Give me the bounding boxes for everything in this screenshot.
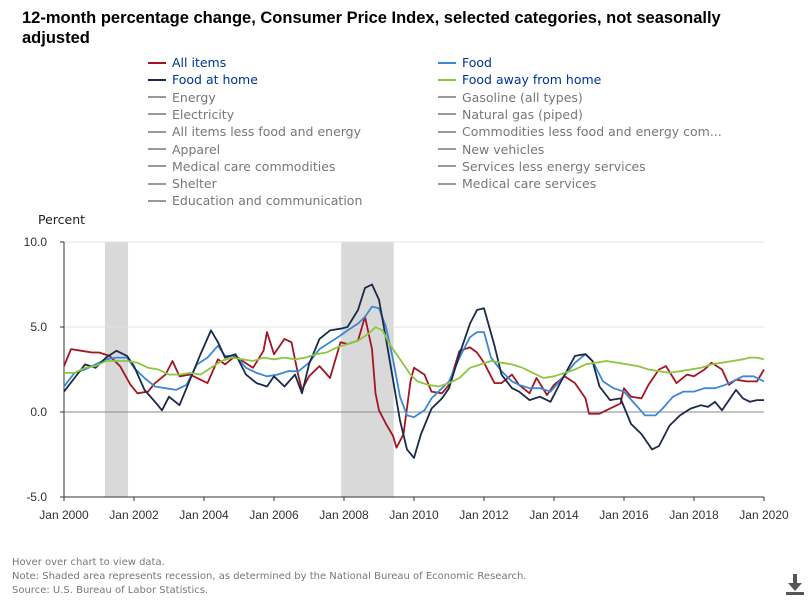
legend-item[interactable]: New vehicles: [438, 141, 544, 158]
legend-label: All items less food and energy: [172, 124, 362, 140]
y-tick-label: -5.0: [26, 490, 47, 504]
legend-item[interactable]: Gasoline (all types): [438, 89, 583, 106]
legend-swatch: [148, 78, 166, 81]
recession-band: [341, 242, 394, 497]
legend-label: Apparel: [172, 141, 221, 157]
legend-label: New vehicles: [462, 141, 545, 157]
x-tick-label: Jan 2012: [459, 508, 509, 522]
legend-label: Commodities less food and energy com...: [462, 124, 722, 140]
legend-item[interactable]: Food: [438, 54, 492, 71]
legend-swatch: [148, 96, 166, 99]
x-tick-label: Jan 2016: [599, 508, 649, 522]
recession-note: Note: Shaded area represents recession, …: [12, 571, 527, 582]
legend-item[interactable]: Medical care services: [438, 175, 596, 192]
legend-item[interactable]: Medical care commodities: [148, 158, 335, 175]
legend-label: Food away from home: [462, 72, 602, 88]
tick-labels: 10.0 5.0 0.0 -5.0 Jan 2000 Jan 2002 Jan 2004 Ja…: [24, 235, 789, 522]
x-tick-label: Jan 2014: [529, 508, 579, 522]
legend-item[interactable]: Food away from home: [438, 71, 601, 88]
series-line-food-away-from-home[interactable]: [64, 326, 765, 388]
legend-swatch: [148, 165, 166, 168]
legend-label: Medical care commodities: [172, 158, 336, 174]
legend-label: Shelter: [172, 176, 217, 192]
download-icon[interactable]: [783, 572, 807, 596]
legend-swatch: [148, 199, 166, 202]
y-axis-label: Percent: [38, 212, 86, 227]
legend-label: Electricity: [172, 106, 235, 122]
legend-swatch: [438, 182, 456, 185]
x-tick-label: Jan 2018: [669, 508, 719, 522]
hover-hint: Hover over chart to view data.: [12, 557, 165, 568]
chart-title: 12-month percentage change, Consumer Pri…: [22, 9, 721, 47]
legend-item[interactable]: All items less food and energy: [148, 123, 361, 140]
legend-item[interactable]: Apparel: [148, 141, 220, 158]
x-tick-label: Jan 2004: [179, 508, 229, 522]
legend-swatch: [148, 182, 166, 185]
legend-label: Education and communication: [172, 193, 363, 209]
gridlines: [64, 241, 764, 413]
legend-item[interactable]: Electricity: [148, 106, 234, 123]
x-tick-label: Jan 2010: [389, 508, 439, 522]
legend-swatch: [438, 78, 456, 81]
legend-label: Natural gas (piped): [462, 106, 583, 122]
series-lines: [63, 283, 765, 459]
legend-item[interactable]: Commodities less food and energy com...: [438, 123, 722, 140]
legend-swatch: [438, 165, 456, 168]
legend-swatch: [438, 148, 456, 150]
x-tick-label: Jan 2008: [319, 508, 369, 522]
legend-item[interactable]: All items: [148, 54, 226, 71]
legend-label: Food at home: [172, 72, 258, 88]
legend-swatch: [438, 61, 456, 64]
x-tick-label: Jan 2020: [739, 508, 789, 522]
recession-band: [104, 242, 129, 497]
legend-label: Food: [462, 55, 492, 70]
legend-item[interactable]: Services less energy services: [438, 158, 646, 175]
legend-label: All items: [172, 55, 227, 70]
x-tick-label: Jan 2006: [249, 508, 299, 522]
legend-label: Energy: [172, 89, 216, 105]
legend-label: Services less energy services: [462, 158, 646, 174]
legend-item[interactable]: Food at home: [148, 71, 258, 88]
y-tick-label: 0.0: [30, 405, 47, 419]
series-line-food[interactable]: [63, 305, 765, 418]
series-line-all-items[interactable]: [63, 315, 765, 449]
legend-swatch: [148, 113, 166, 116]
legend-label: Gasoline (all types): [462, 89, 583, 105]
legend-item[interactable]: Education and communication: [148, 192, 362, 209]
legend-item[interactable]: Shelter: [148, 175, 217, 192]
chart-footer: Hover over chart to view data. Note: Sha…: [12, 556, 526, 598]
y-tick-label: 5.0: [30, 320, 47, 334]
source-note: Source: U.S. Bureau of Labor Statistics.: [12, 585, 209, 596]
legend-item[interactable]: Energy: [148, 89, 216, 106]
legend-swatch: [438, 96, 456, 99]
recession-shading: [104, 242, 394, 497]
legend-swatch: [148, 148, 166, 150]
x-tick-label: Jan 2000: [39, 508, 89, 522]
legend-item[interactable]: Natural gas (piped): [438, 106, 583, 123]
legend-swatch: [438, 113, 456, 116]
series-line-food-at-home[interactable]: [63, 283, 764, 459]
legend-swatch: [148, 130, 166, 133]
legend-swatch: [438, 130, 456, 133]
x-tick-label: Jan 2002: [109, 508, 159, 522]
legend-swatch: [148, 61, 166, 64]
y-tick-label: 10.0: [24, 235, 48, 249]
legend-label: Medical care services: [462, 176, 597, 192]
